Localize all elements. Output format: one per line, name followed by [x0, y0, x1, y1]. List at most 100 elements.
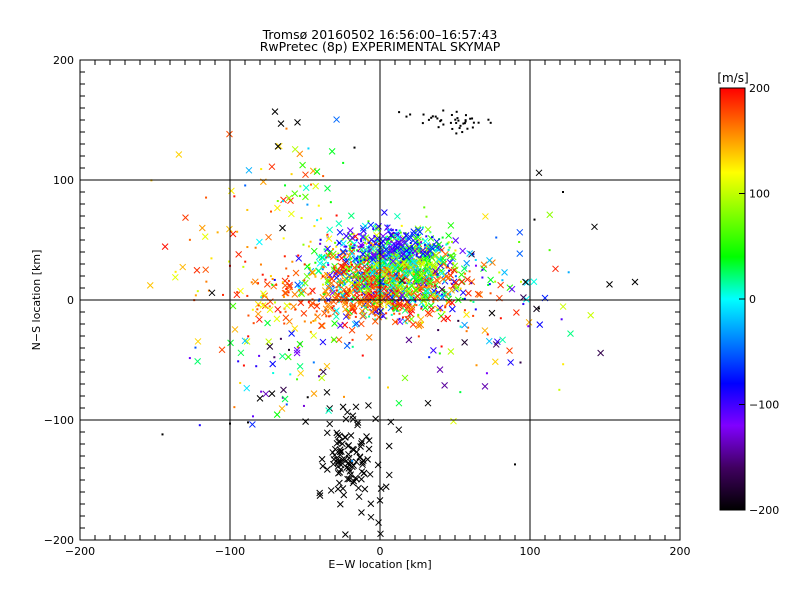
data-point-dot: [421, 321, 424, 324]
data-point-dot: [303, 279, 306, 282]
data-point-cross: [388, 247, 396, 255]
data-point-cross: [337, 322, 344, 329]
data-point-dot: [350, 261, 353, 264]
data-point-dot: [421, 122, 424, 125]
data-point-dot: [327, 263, 330, 266]
data-point-dot: [410, 307, 413, 310]
data-point-dot: [431, 115, 434, 118]
data-point-cross: [231, 326, 239, 333]
data-point-cross: [392, 242, 400, 250]
data-point-cross: [430, 347, 437, 354]
data-point-dot: [437, 126, 440, 129]
data-point-cross: [381, 271, 389, 278]
data-point-dot: [369, 278, 372, 281]
data-point-cross: [418, 272, 426, 279]
data-point-dot: [415, 250, 418, 253]
data-point-dot: [469, 117, 472, 120]
data-point-dot: [437, 329, 440, 332]
data-point-cross: [263, 280, 271, 288]
data-point-dot: [222, 293, 225, 296]
data-point-dot: [349, 246, 352, 249]
data-point-cross: [259, 301, 267, 309]
data-point-cross: [280, 386, 287, 394]
data-point-dot: [247, 314, 250, 317]
data-point-dot: [353, 244, 356, 247]
data-point-cross: [333, 307, 340, 314]
data-point-dot: [416, 243, 419, 246]
data-point-dot: [335, 214, 338, 217]
data-point-dot: [360, 240, 363, 243]
data-point-dot: [336, 280, 339, 283]
data-point-cross: [229, 230, 237, 238]
data-point-dot: [408, 251, 411, 254]
data-point-cross: [291, 291, 299, 298]
data-point-dot: [404, 237, 407, 240]
data-point-cross: [171, 273, 179, 281]
data-point-dot: [350, 257, 353, 260]
data-point-dot: [421, 282, 424, 285]
data-point-cross: [480, 261, 488, 269]
data-point-cross: [360, 469, 368, 477]
data-point-cross: [433, 276, 440, 284]
data-point-dot: [411, 247, 414, 250]
data-point-dot: [413, 248, 416, 251]
data-point-dot: [457, 319, 460, 322]
data-point-cross: [363, 270, 371, 277]
data-point-dot: [256, 308, 259, 311]
data-point-dot: [273, 356, 276, 359]
data-point-dot: [393, 253, 396, 256]
data-point-dot: [345, 245, 348, 248]
data-point-dot: [374, 306, 377, 309]
data-point-cross: [397, 245, 405, 253]
data-point-cross: [468, 250, 475, 258]
data-point-dot: [538, 307, 540, 310]
data-point-dot: [309, 240, 312, 243]
data-point-cross: [278, 405, 286, 412]
data-point-dot: [468, 270, 471, 273]
data-point-cross: [391, 318, 399, 326]
data-point-dot: [383, 282, 386, 285]
data-point-cross: [294, 281, 302, 289]
data-point-dot: [447, 253, 450, 256]
data-point-dot: [399, 238, 402, 241]
data-point-dot: [443, 280, 446, 283]
data-point-dot: [518, 240, 521, 243]
data-point-dot: [381, 251, 384, 254]
data-point-dot: [348, 253, 351, 256]
data-point-dot: [398, 312, 401, 315]
data-point-dot: [410, 272, 413, 275]
data-point-cross: [331, 320, 338, 327]
data-point-dot: [308, 266, 311, 269]
data-point-cross: [326, 420, 334, 428]
data-point-cross: [226, 130, 233, 138]
data-point-dot: [430, 251, 433, 254]
data-point-cross: [243, 338, 251, 345]
data-point-dot: [413, 266, 416, 269]
data-point-cross: [329, 449, 337, 456]
data-point-dot: [336, 256, 339, 259]
data-point-dot: [354, 276, 357, 279]
data-point-cross: [330, 336, 338, 344]
data-point-dot: [397, 272, 400, 275]
data-point-dot: [358, 255, 361, 258]
data-point-dot: [368, 249, 371, 252]
data-point-dot: [411, 254, 414, 257]
data-point-dot: [302, 243, 305, 246]
data-point-cross: [448, 299, 456, 307]
data-point-cross: [335, 457, 343, 465]
data-point-cross: [401, 374, 409, 382]
data-point-dot: [435, 274, 438, 277]
data-point-cross: [343, 342, 351, 350]
data-point-dot: [271, 283, 274, 286]
data-point-dot: [351, 345, 354, 348]
data-point-dot: [440, 295, 443, 298]
data-point-cross: [461, 339, 468, 346]
y-tick-label: −100: [44, 414, 74, 427]
data-point-cross: [324, 185, 331, 192]
data-point-cross: [249, 421, 256, 428]
data-point-dot: [285, 287, 288, 290]
data-point-dot: [358, 263, 361, 266]
data-point-dot: [439, 309, 442, 312]
data-point-dot: [322, 266, 325, 269]
data-point-cross: [450, 417, 457, 425]
